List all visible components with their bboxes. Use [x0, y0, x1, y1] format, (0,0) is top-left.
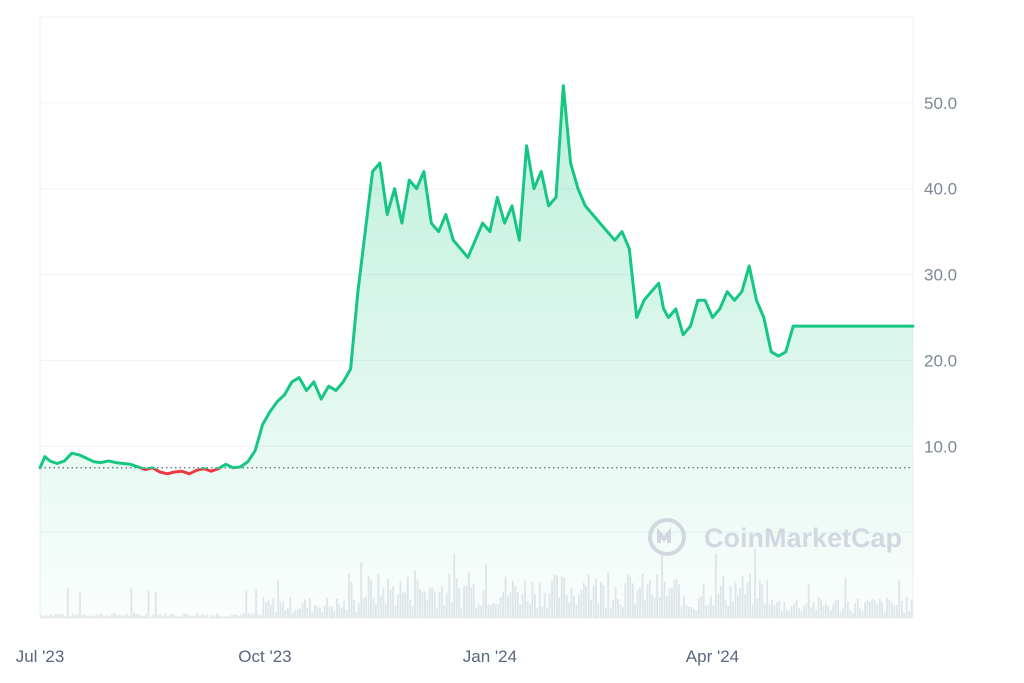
price-line-above-reference	[38, 84, 915, 469]
price-area-fill	[40, 85, 913, 618]
x-tick-label: Jan '24	[463, 647, 517, 666]
watermark-text: CoinMarketCap	[704, 523, 902, 553]
y-axis: 10.0 20.0 30.0 40.0 50.0	[924, 94, 957, 456]
price-line-below-reference	[38, 468, 238, 476]
x-axis: Jul '23 Oct '23 Jan '24 Apr '24	[16, 647, 739, 666]
y-tick-label: 20.0	[924, 351, 957, 370]
x-tick-label: Apr '24	[686, 647, 739, 666]
x-tick-label: Oct '23	[238, 647, 291, 666]
y-tick-label: 30.0	[924, 266, 957, 285]
watermark: CoinMarketCap	[648, 518, 902, 556]
coinmarketcap-logo-icon	[648, 518, 686, 556]
x-tick-label: Jul '23	[16, 647, 65, 666]
y-tick-label: 10.0	[924, 437, 957, 456]
y-tick-label: 50.0	[924, 94, 957, 113]
y-tick-label: 40.0	[924, 180, 957, 199]
